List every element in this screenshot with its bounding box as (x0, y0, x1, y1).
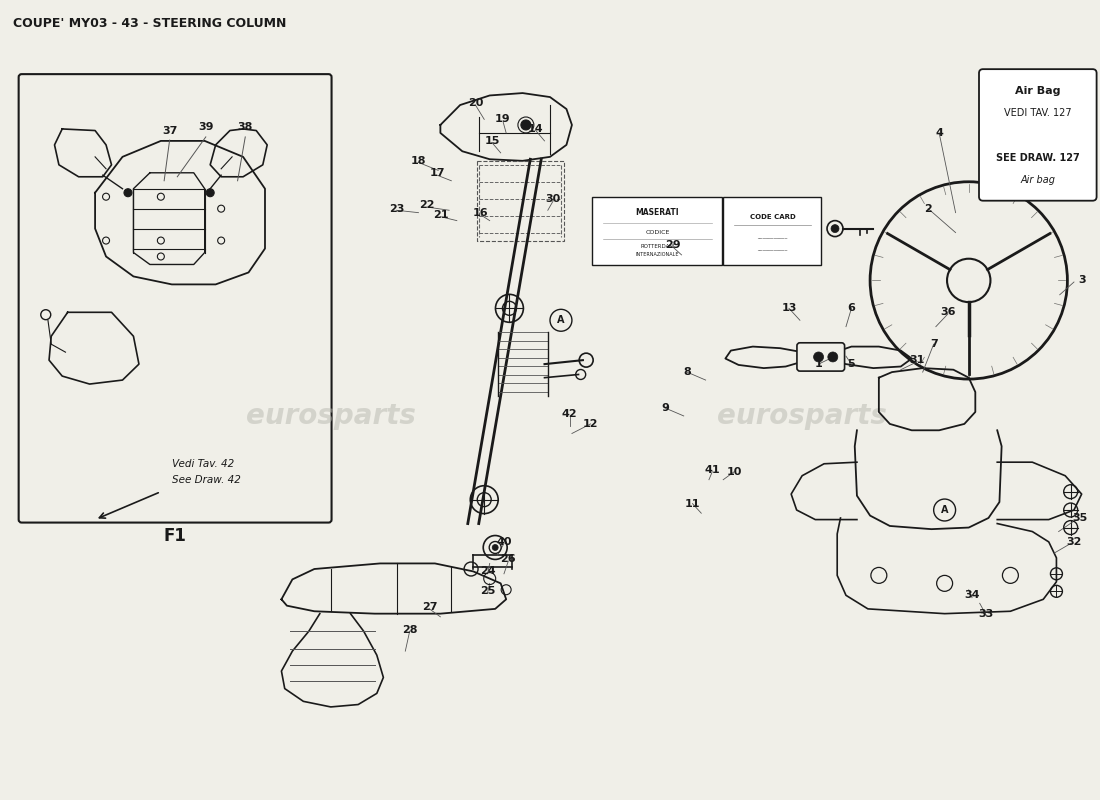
Text: 38: 38 (238, 122, 253, 132)
Circle shape (521, 120, 531, 130)
Text: 16: 16 (473, 208, 488, 218)
Text: MASERATI: MASERATI (636, 208, 679, 217)
Text: 7: 7 (930, 339, 937, 349)
Text: 34: 34 (965, 590, 980, 600)
Text: 5: 5 (848, 359, 856, 369)
Text: A: A (940, 505, 948, 515)
FancyBboxPatch shape (796, 342, 845, 371)
Text: 19: 19 (495, 114, 510, 124)
Text: See Draw. 42: See Draw. 42 (172, 474, 241, 485)
Text: 25: 25 (480, 586, 495, 596)
Text: 6: 6 (847, 303, 856, 314)
Text: SEE DRAW. 127: SEE DRAW. 127 (996, 153, 1080, 163)
Text: 22: 22 (419, 200, 435, 210)
Text: 23: 23 (388, 204, 404, 214)
FancyBboxPatch shape (19, 74, 331, 522)
Text: 40: 40 (496, 537, 512, 547)
Text: ROTTERDAM: ROTTERDAM (640, 245, 674, 250)
Text: 37: 37 (162, 126, 177, 135)
Text: eurosparts: eurosparts (717, 402, 887, 430)
Circle shape (206, 189, 214, 197)
Text: 35: 35 (1071, 513, 1087, 523)
Text: VEDI TAV. 127: VEDI TAV. 127 (1004, 108, 1071, 118)
Text: 2: 2 (924, 204, 932, 214)
Text: 31: 31 (910, 355, 925, 365)
Text: 28: 28 (402, 625, 417, 634)
Text: CODICE: CODICE (646, 230, 670, 235)
Text: COUPE' MY03 - 43 - STEERING COLUMN: COUPE' MY03 - 43 - STEERING COLUMN (13, 18, 286, 30)
Text: 14: 14 (528, 124, 543, 134)
Text: Air Bag: Air Bag (1015, 86, 1060, 96)
Text: Air bag: Air bag (1021, 175, 1055, 186)
Circle shape (492, 545, 498, 550)
Text: 36: 36 (940, 307, 956, 318)
Text: 15: 15 (484, 136, 499, 146)
Text: 39: 39 (198, 122, 213, 132)
Text: 9: 9 (661, 403, 669, 413)
Text: 32: 32 (1066, 537, 1081, 547)
Text: 30: 30 (546, 194, 561, 204)
Circle shape (830, 225, 839, 233)
Text: 27: 27 (421, 602, 437, 612)
Text: ___________: ___________ (758, 234, 788, 239)
Text: 20: 20 (468, 98, 483, 109)
Text: 1: 1 (815, 359, 823, 369)
FancyBboxPatch shape (979, 69, 1097, 201)
Circle shape (814, 352, 824, 362)
Text: 12: 12 (583, 419, 598, 429)
Text: Vedi Tav. 42: Vedi Tav. 42 (172, 458, 234, 469)
Circle shape (124, 189, 132, 197)
Text: 21: 21 (432, 210, 448, 220)
Text: 3: 3 (1078, 275, 1086, 286)
Text: 17: 17 (429, 168, 444, 178)
Text: 26: 26 (500, 554, 516, 565)
Text: 33: 33 (979, 609, 994, 618)
Text: eurosparts: eurosparts (245, 402, 416, 430)
Text: 24: 24 (480, 566, 495, 577)
Text: CODE CARD: CODE CARD (749, 214, 795, 220)
Text: 42: 42 (562, 410, 578, 419)
Text: 8: 8 (683, 367, 691, 377)
Text: 41: 41 (704, 465, 720, 475)
Text: 13: 13 (781, 303, 796, 314)
Text: 4: 4 (935, 128, 943, 138)
Text: 10: 10 (726, 466, 741, 477)
Text: ___________: ___________ (758, 246, 788, 251)
Text: F1: F1 (164, 526, 187, 545)
Text: A: A (558, 315, 564, 326)
Text: 11: 11 (685, 498, 701, 509)
FancyBboxPatch shape (592, 197, 722, 265)
Text: INTERNAZIONALE: INTERNAZIONALE (636, 253, 679, 258)
Text: 29: 29 (666, 239, 681, 250)
Text: 18: 18 (410, 156, 426, 166)
FancyBboxPatch shape (724, 197, 821, 265)
Circle shape (828, 352, 838, 362)
